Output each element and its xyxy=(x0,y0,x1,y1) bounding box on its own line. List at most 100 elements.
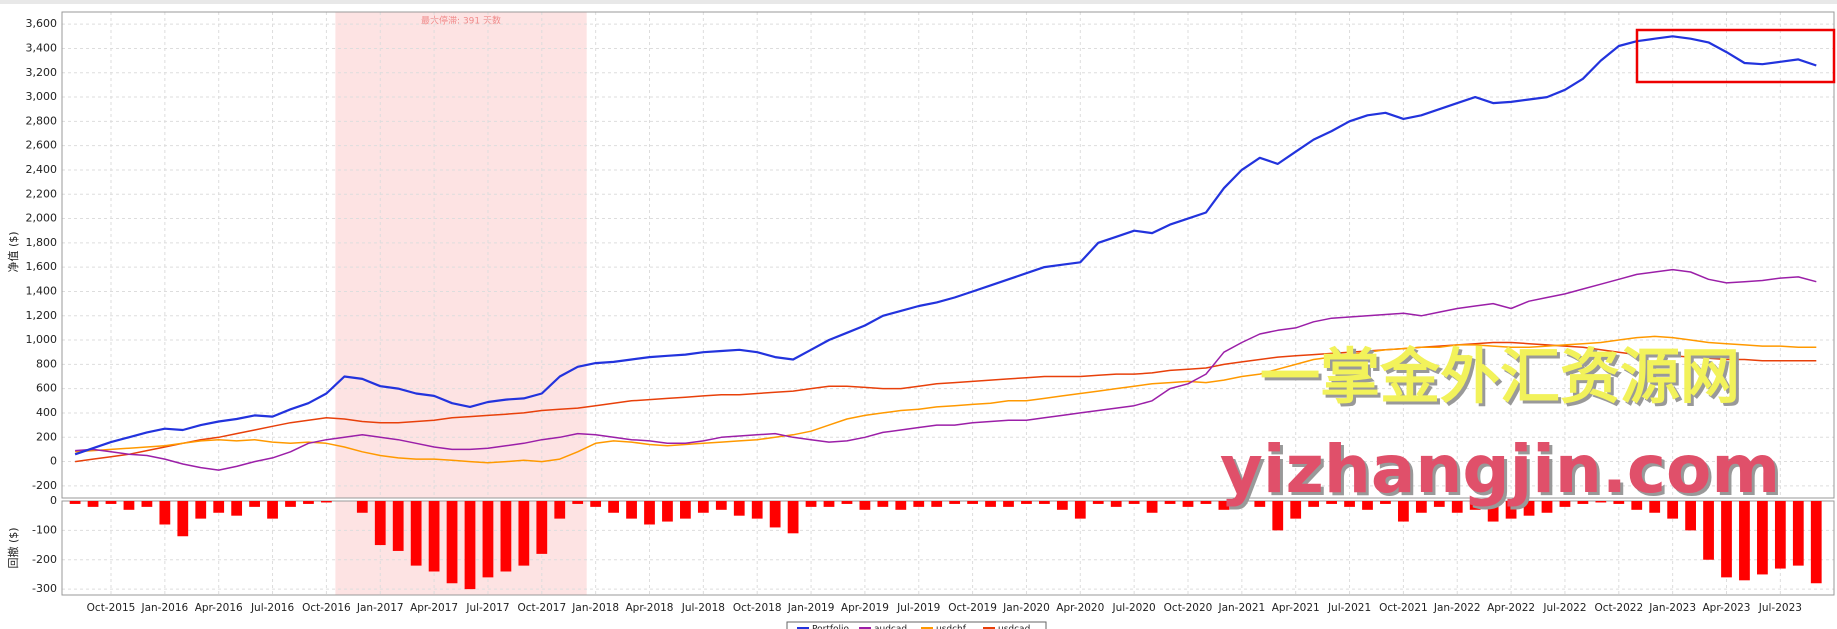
drawdown-bar xyxy=(1577,501,1589,504)
drawdown-bar xyxy=(428,501,440,572)
watermark-url: yizhangjin.com xyxy=(1220,431,1780,508)
y-tick-label: 200 xyxy=(36,430,57,443)
x-tick-label: Jul-2020 xyxy=(1112,602,1156,614)
series-line xyxy=(74,341,1817,463)
x-tick-label: Apr-2020 xyxy=(1056,602,1104,614)
drawdown-bar xyxy=(877,501,889,507)
drawdown-bar xyxy=(1721,501,1732,578)
plot-frame xyxy=(61,11,1835,499)
drawdown-bar xyxy=(1003,501,1014,507)
drawdown-bar xyxy=(249,501,260,507)
stagnation-shade xyxy=(335,12,587,498)
drawdown-bar xyxy=(859,501,871,510)
drawdown-bar xyxy=(697,501,709,513)
drawdown-bar xyxy=(1021,501,1032,504)
x-tick-label: Oct-2017 xyxy=(517,602,566,614)
highlight-box xyxy=(1635,28,1836,84)
drawdown-bar xyxy=(805,501,817,507)
drawdown-bar xyxy=(931,501,943,507)
drawdown-bar xyxy=(1559,501,1571,507)
drawdown-bar xyxy=(1308,501,1320,507)
drawdown-bar xyxy=(751,501,763,519)
x-tick-label: Apr-2019 xyxy=(841,602,889,614)
drawdown-bar xyxy=(1523,501,1535,516)
drawdown-bar xyxy=(1254,501,1266,507)
x-tick-label: Jan-2017 xyxy=(356,602,404,614)
drawdown-bar xyxy=(195,501,207,519)
drawdown-bar xyxy=(1380,501,1391,504)
series-line xyxy=(74,35,1817,456)
drawdown-bar xyxy=(1774,501,1786,569)
drawdown-bar xyxy=(769,501,781,528)
y-tick-label: 1,200 xyxy=(26,309,58,322)
drawdown-bar xyxy=(1272,501,1284,531)
drawdown-bar xyxy=(1344,501,1355,507)
drawdown-bar xyxy=(1505,501,1517,519)
drawdown-bar xyxy=(464,501,476,590)
series-line xyxy=(75,335,1817,464)
drawdown-bar xyxy=(608,501,619,513)
drawdown-bar xyxy=(69,501,81,504)
x-tick-label: Jan-2023 xyxy=(1648,602,1696,614)
y-tick-label: 3,600 xyxy=(26,17,58,30)
x-tick-label: Oct-2016 xyxy=(302,602,351,614)
legend-label: Portfolio xyxy=(812,625,850,629)
x-tick-label: Jan-2020 xyxy=(1002,602,1050,614)
x-tick-label: Apr-2022 xyxy=(1487,602,1535,614)
drawdown-bar xyxy=(159,501,171,525)
drawdown-bar xyxy=(1613,501,1625,504)
drawdown-bar xyxy=(1631,501,1643,510)
x-tick-label: Oct-2015 xyxy=(87,602,136,614)
drawdown-bar xyxy=(572,501,584,504)
drawdown-bar xyxy=(626,501,637,519)
drawdown-bar xyxy=(1739,501,1750,581)
drawdown-bar xyxy=(1649,501,1661,513)
drawdown-bar xyxy=(1810,501,1822,584)
drawdown-bar xyxy=(662,501,673,522)
drawdown-bar xyxy=(303,501,314,504)
y-tick-label: 2,600 xyxy=(26,139,58,152)
drawdown-bar xyxy=(141,501,153,507)
drawdown-bar xyxy=(1146,501,1158,513)
drawdown-bar xyxy=(1703,501,1714,560)
drawdown-bar xyxy=(231,501,243,516)
drawdown-bar xyxy=(680,501,691,519)
y-tick-label: 600 xyxy=(36,382,57,395)
legend-label: usdchf xyxy=(936,625,967,629)
drawdown-tick-label: 0 xyxy=(50,494,57,507)
drawdown-bar xyxy=(1236,501,1248,504)
drawdown-bar xyxy=(482,501,494,578)
drawdown-tick-label: -300 xyxy=(32,582,57,595)
drawdown-bar xyxy=(1074,501,1086,519)
x-tick-label: Jan-2022 xyxy=(1433,602,1481,614)
watermark-cn: 一掌金外汇资源网 xyxy=(1260,343,1740,413)
x-tick-label: Apr-2017 xyxy=(410,602,458,614)
drawdown-bar xyxy=(285,501,296,507)
drawdown-bar xyxy=(321,501,332,503)
drawdown-bar xyxy=(1182,501,1194,507)
drawdown-bar xyxy=(733,501,745,516)
drawdown-bar xyxy=(1290,501,1302,519)
drawdown-bar xyxy=(841,501,853,504)
drawdown-bar xyxy=(1056,501,1068,510)
y-tick-label: 1,600 xyxy=(26,260,58,273)
y-tick-label: 400 xyxy=(36,406,57,419)
drawdown-bar xyxy=(590,501,602,507)
drawdown-bar xyxy=(1218,501,1230,510)
x-tick-label: Jul-2023 xyxy=(1758,602,1802,614)
tab-strip xyxy=(0,0,1837,4)
drawdown-bar xyxy=(392,501,404,551)
y-tick-label: 2,000 xyxy=(26,212,58,225)
drawdown-bar xyxy=(715,501,727,510)
x-tick-label: Jul-2022 xyxy=(1542,602,1586,614)
drawdown-bar xyxy=(787,501,799,534)
drawdown-bar xyxy=(1326,501,1337,504)
x-tick-label: Jul-2021 xyxy=(1327,602,1371,614)
drawdown-bar xyxy=(374,501,386,546)
drawdown-bar xyxy=(1757,501,1768,575)
legend xyxy=(786,621,1047,629)
watermark-shadow: 一掌金外汇资源网 xyxy=(1263,346,1743,416)
y-tick-label: 0 xyxy=(50,455,57,468)
